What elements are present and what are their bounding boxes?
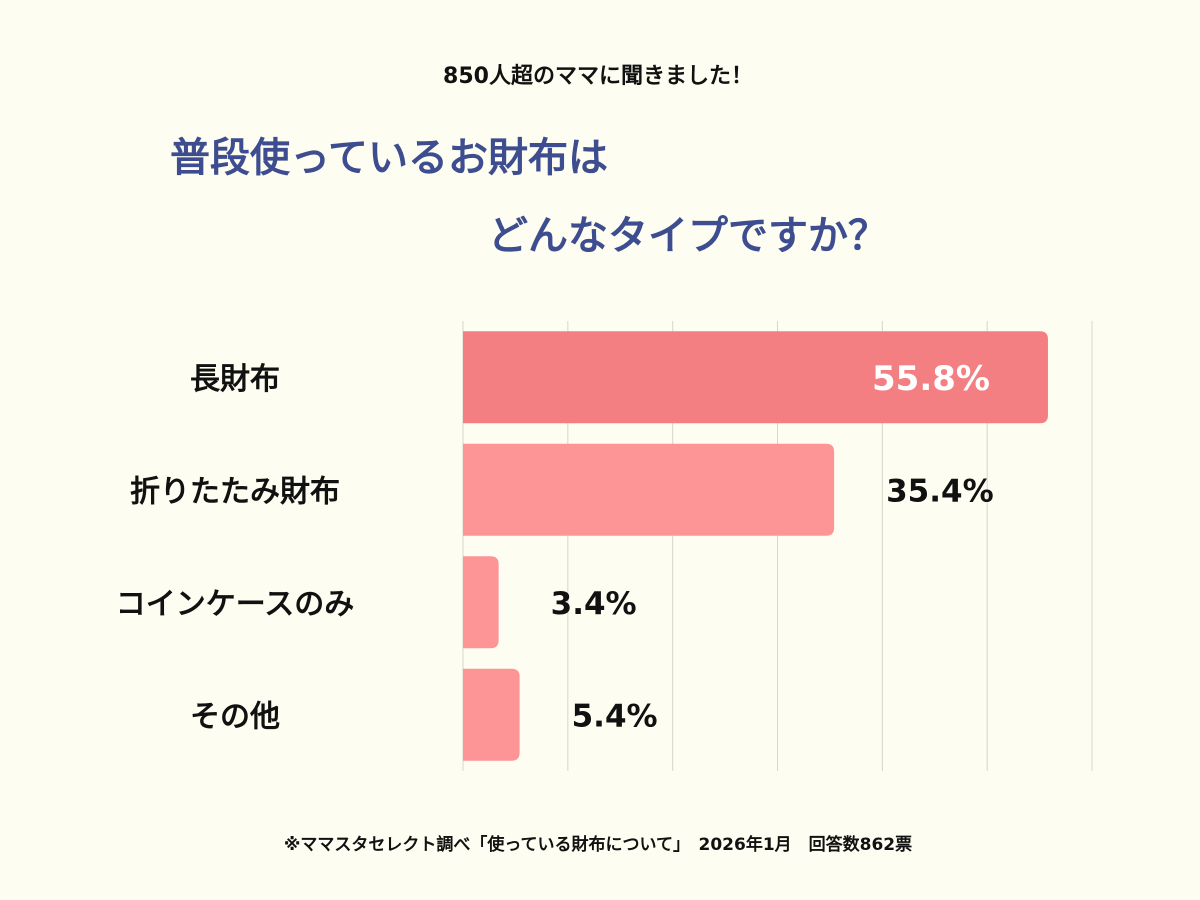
bar	[463, 668, 520, 761]
chart-title: 普段使っているお財布は	[170, 135, 608, 181]
bar	[463, 556, 499, 649]
y-tick-label: その他	[190, 699, 280, 734]
chart-title: どんなタイプですか？	[488, 213, 888, 259]
y-tick-label: 折りたたみ財布	[130, 474, 340, 509]
note: ※ママスタセレクト調べ「使っている財布について」 2026年1月 回答数862票	[284, 834, 912, 855]
y-tick-label: 長財布	[190, 362, 280, 397]
y-tick-label: コインケースのみ	[116, 587, 355, 622]
value-label: 35.4%	[886, 473, 994, 509]
value-label: 3.4%	[551, 586, 637, 622]
value-label: 55.8%	[872, 359, 990, 399]
bar	[463, 331, 1048, 424]
value-label: 5.4%	[572, 698, 658, 734]
bar	[463, 443, 835, 536]
chart-subtitle: 850人超のママに聞きました！	[443, 64, 753, 89]
